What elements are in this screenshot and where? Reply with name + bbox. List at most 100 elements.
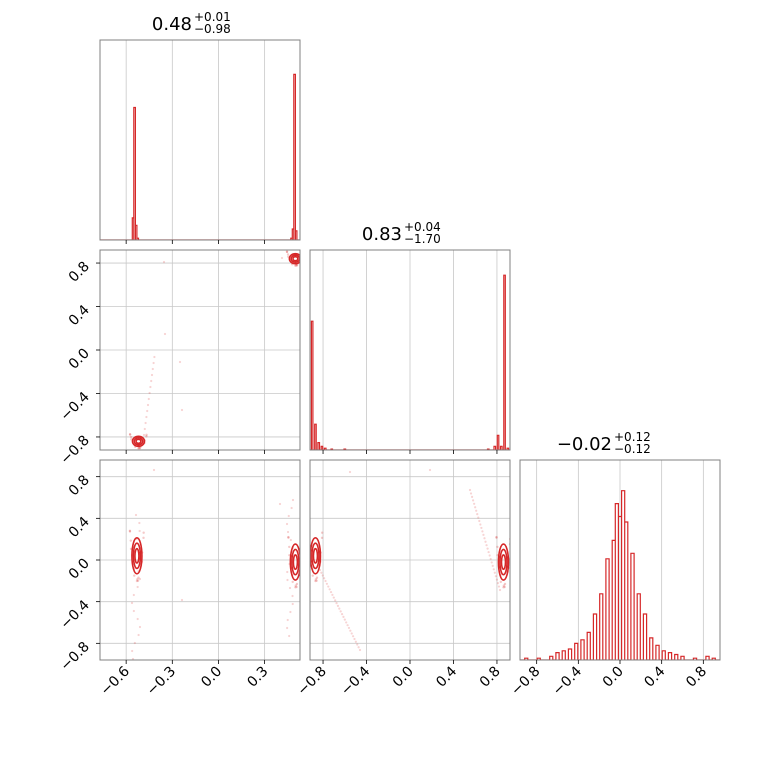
x-tick-label: −0.8: [295, 664, 330, 699]
x-tick-label: 0.4: [641, 663, 668, 690]
scatter-point: [286, 626, 289, 630]
scatter-point: [142, 531, 145, 534]
contour: [497, 543, 510, 581]
title-minus: −1.70: [404, 232, 441, 246]
scatter-point: [496, 545, 499, 549]
scatter-point: [340, 613, 344, 616]
x-tick-label: 0.0: [600, 664, 627, 691]
scatter-point: [135, 666, 137, 668]
scatter-point: [332, 596, 335, 599]
scatter-point: [178, 360, 182, 364]
scatter-point: [286, 530, 290, 534]
title-median: 0.83: [362, 224, 402, 245]
scatter-point: [321, 574, 324, 577]
scatter-point: [291, 602, 294, 606]
scatter-point: [143, 427, 146, 431]
scatter-point: [294, 586, 297, 589]
scatter-point: [291, 498, 295, 502]
scatter-point: [494, 575, 497, 578]
scatter-point: [296, 263, 299, 266]
scatter-point: [319, 551, 322, 554]
scatter-point: [133, 641, 136, 645]
scatter-point: [137, 576, 140, 579]
y-tick-label: 0.8: [66, 259, 93, 286]
scatter-point: [490, 561, 493, 564]
contour: [291, 548, 300, 576]
scatter-point: [146, 409, 149, 413]
scatter-point: [487, 550, 490, 554]
x-tick-label: −0.6: [98, 663, 133, 698]
scatter-point: [506, 570, 509, 573]
scatter-point: [497, 585, 501, 588]
scatter-point: [153, 355, 156, 359]
scatter-point: [131, 545, 135, 549]
x-tick-label: −0.8: [508, 664, 543, 699]
contour: [499, 548, 508, 576]
scatter-point: [489, 557, 492, 561]
scatter-point: [138, 577, 142, 581]
scatter-point: [163, 332, 167, 336]
scatter-point: [301, 538, 303, 540]
scatter-point: [470, 495, 474, 498]
scatter-point: [137, 633, 140, 637]
scatter-point: [138, 447, 142, 450]
scatter-point: [287, 255, 290, 258]
scatter-point: [132, 567, 136, 570]
scatter-point: [484, 540, 487, 543]
contour: [292, 255, 299, 262]
panel-frame: [99, 39, 301, 241]
scatter-point: [289, 610, 292, 614]
scatter-point: [134, 513, 138, 517]
scatter-point: [148, 391, 151, 395]
scatter-point: [323, 577, 326, 580]
scatter-point: [128, 529, 132, 532]
scatter-point: [144, 421, 147, 425]
scatter-point: [499, 580, 503, 584]
scatter-point: [488, 554, 491, 557]
histogram-0: [100, 73, 300, 240]
title-median: 0.48: [152, 14, 192, 35]
scatter-point: [302, 252, 304, 254]
scatter-point: [338, 607, 341, 610]
scatter-point: [346, 624, 349, 627]
scatter-point: [496, 553, 499, 557]
scatter-point: [318, 555, 322, 558]
scatter-point: [151, 367, 154, 371]
contour: [134, 547, 140, 564]
scatter-point: [318, 564, 321, 567]
scatter-point: [142, 442, 145, 446]
scatter-point: [480, 526, 483, 530]
x-tick-label: 0.0: [198, 664, 225, 691]
scatter-point: [143, 439, 146, 442]
scatter-point: [474, 506, 477, 509]
scatter-point: [142, 536, 145, 540]
scatter-point: [314, 578, 318, 581]
contour: [311, 542, 320, 570]
y-tick-label: −0.8: [57, 432, 92, 467]
scatter-point: [291, 573, 294, 577]
scatter-point: [143, 441, 146, 445]
scatter-point: [131, 657, 135, 660]
scatter-point: [496, 582, 500, 585]
scatter-point: [129, 547, 133, 551]
scatter-point: [479, 523, 482, 526]
scatter-point: [495, 535, 498, 539]
scatter-point: [291, 580, 294, 584]
panel-2-1: −0.8 −0.4 0.0 0.4 0.8: [295, 459, 511, 699]
contour: [131, 435, 146, 448]
scatter-point: [138, 625, 142, 629]
scatter-point: [287, 535, 290, 539]
y-tick-label: 0.0: [66, 556, 93, 583]
panel-2-2: −0.8 −0.4 0.0 0.4 0.8: [508, 459, 721, 699]
scatter-point: [506, 561, 510, 564]
x-tick-label: 0.8: [477, 664, 504, 691]
scatter-point: [285, 250, 289, 254]
contour: [131, 537, 143, 575]
scatter-point: [318, 568, 322, 572]
scatter-point: [311, 574, 314, 577]
scatter-point: [138, 521, 141, 525]
scatter-point: [328, 588, 331, 591]
title-plus: +0.04: [404, 220, 441, 234]
scatter-point: [287, 514, 290, 518]
contour: [500, 554, 507, 571]
